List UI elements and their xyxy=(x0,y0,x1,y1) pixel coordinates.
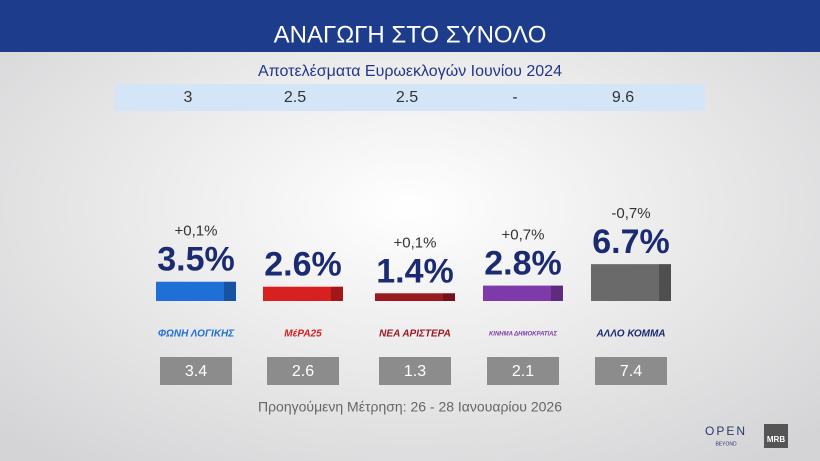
change-label: -0,7% xyxy=(611,205,650,222)
previous-box xyxy=(267,357,339,385)
euro-value: 3 xyxy=(184,89,193,106)
bar-shade xyxy=(331,286,343,301)
value-label: 2.8% xyxy=(484,245,562,283)
bar-shade xyxy=(224,281,236,301)
euro-band xyxy=(115,84,705,111)
bar xyxy=(483,285,563,301)
change-label: +0,7% xyxy=(502,227,545,244)
value-label: 6.7% xyxy=(592,223,670,261)
bar-shade xyxy=(551,285,563,301)
party-name: ΝΕΑ ΑΡΙΣΤΕΡΑ xyxy=(379,329,451,340)
party-name: ΑΛΛΟ ΚΟΜΜΑ xyxy=(595,329,665,340)
previous-box xyxy=(595,357,667,385)
brand-box xyxy=(764,424,788,448)
previous-box xyxy=(487,357,559,385)
value-label: 1.4% xyxy=(376,252,454,290)
bar xyxy=(263,286,343,301)
party-name: ΜέΡΑ25 xyxy=(284,329,322,340)
change-label: +0,1% xyxy=(175,223,218,240)
value-label: 3.5% xyxy=(157,241,235,279)
euro-value: - xyxy=(512,89,517,106)
party-name: ΚΙΝΗΜΑ ΔΗΜΟΚΡΑΤΙΑΣ xyxy=(489,332,558,338)
header xyxy=(0,0,820,52)
euro-value: 2.5 xyxy=(396,89,418,106)
previous-value: 2.1 xyxy=(512,363,534,380)
bar-shade xyxy=(659,264,671,301)
previous-box xyxy=(379,357,451,385)
previous-value: 7.4 xyxy=(620,363,642,380)
bar xyxy=(591,264,671,301)
party-name: ΦΩΝΗ ΛΟΓΙΚΗΣ xyxy=(158,329,235,340)
euro-value: 2.5 xyxy=(284,89,306,106)
previous-value: 3.4 xyxy=(185,363,207,380)
previous-value: 1.3 xyxy=(404,363,426,380)
brand: BEYOND xyxy=(715,441,737,447)
chart-title: ΑΝΑΓΩΓΗ ΣΤΟ ΣΥΝΟΛΟ xyxy=(274,21,547,48)
subtitle: Αποτελέσματα Ευρωεκλογών Ιουνίου 2024 xyxy=(258,63,562,80)
bar-shade xyxy=(443,293,455,301)
change-label: +0,1% xyxy=(394,234,437,251)
bar xyxy=(156,281,236,301)
previous-box xyxy=(160,357,232,385)
brand: MRB xyxy=(767,435,785,444)
previous-label: Προηγούμενη Μέτρηση: 26 - 28 Ιανουαρίου … xyxy=(258,399,562,415)
brand: OPEN xyxy=(705,424,747,438)
value-label: 2.6% xyxy=(264,246,342,284)
bar xyxy=(375,293,455,301)
previous-value: 2.6 xyxy=(292,363,314,380)
euro-value: 9.6 xyxy=(612,89,634,106)
